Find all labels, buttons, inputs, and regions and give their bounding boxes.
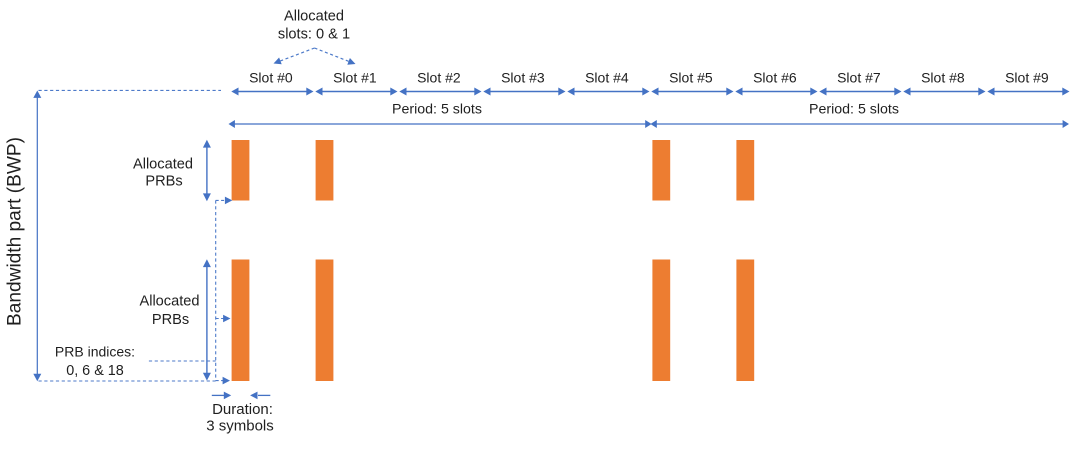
svg-text:Slot #3: Slot #3 bbox=[501, 70, 545, 86]
svg-text:Slot #4: Slot #4 bbox=[585, 70, 629, 86]
svg-text:Slot #9: Slot #9 bbox=[1005, 70, 1049, 86]
svg-text:Slot #8: Slot #8 bbox=[921, 70, 965, 86]
svg-text:PRB indices:: PRB indices: bbox=[55, 343, 135, 359]
svg-text:PRBs: PRBs bbox=[145, 174, 182, 190]
svg-text:Allocated: Allocated bbox=[133, 156, 193, 172]
svg-text:0, 6 & 18: 0, 6 & 18 bbox=[66, 363, 124, 379]
svg-text:Allocated: Allocated bbox=[139, 294, 199, 310]
svg-text:PRBs: PRBs bbox=[152, 312, 189, 328]
svg-text:Slot #5: Slot #5 bbox=[669, 70, 713, 86]
svg-text:Allocated: Allocated bbox=[284, 9, 344, 25]
svg-text:Slot #6: Slot #6 bbox=[753, 70, 797, 86]
svg-text:Slot #2: Slot #2 bbox=[417, 70, 461, 86]
svg-text:slots: 0 & 1: slots: 0 & 1 bbox=[278, 27, 350, 43]
svg-text:Duration:: Duration: bbox=[212, 401, 273, 418]
svg-text:Bandwidth part (BWP): Bandwidth part (BWP) bbox=[5, 137, 26, 326]
svg-text:Slot #1: Slot #1 bbox=[333, 70, 377, 86]
svg-text:3 symbols: 3 symbols bbox=[206, 418, 274, 435]
svg-text:Slot #0: Slot #0 bbox=[249, 70, 293, 86]
svg-text:Period: 5 slots: Period: 5 slots bbox=[809, 102, 899, 118]
svg-text:Slot #7: Slot #7 bbox=[837, 70, 881, 86]
svg-text:Period: 5 slots: Period: 5 slots bbox=[392, 102, 482, 118]
